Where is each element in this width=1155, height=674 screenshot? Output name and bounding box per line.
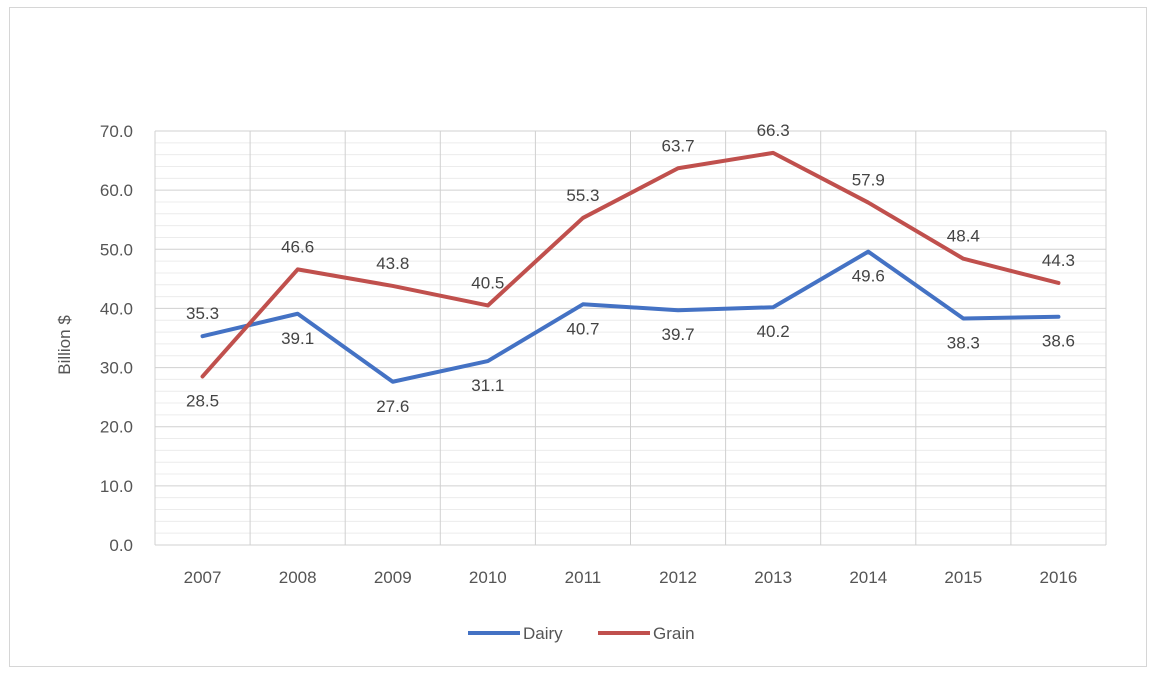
- chart-frame: [9, 7, 1147, 667]
- data-label-dairy: 49.6: [852, 267, 885, 286]
- x-tick-label: 2007: [184, 568, 222, 587]
- y-tick-label: 10.0: [100, 477, 133, 496]
- x-axis-ticks: 2007 2008 2009 2010 2011 2012 2013 2014 2015 2016: [184, 568, 1078, 587]
- data-label-grain: 43.8: [376, 254, 409, 273]
- legend-label-dairy: Dairy: [523, 624, 563, 643]
- data-label-grain: 40.5: [471, 273, 504, 292]
- legend-label-grain: Grain: [653, 624, 695, 643]
- data-label-dairy: 40.7: [566, 319, 599, 338]
- data-label-dairy: 39.1: [281, 329, 314, 348]
- y-axis-title: Billion $: [55, 315, 74, 375]
- x-tick-label: 2012: [659, 568, 697, 587]
- y-tick-label: 30.0: [100, 359, 133, 378]
- y-axis-ticks: 0.0 10.0 20.0 30.0 40.0 50.0 60.0 70.0: [100, 122, 133, 555]
- data-label-grain: 48.4: [947, 227, 980, 246]
- x-tick-label: 2016: [1040, 568, 1078, 587]
- x-tick-label: 2015: [944, 568, 982, 587]
- x-tick-label: 2009: [374, 568, 412, 587]
- x-tick-label: 2010: [469, 568, 507, 587]
- data-label-grain: 57.9: [852, 171, 885, 190]
- series-line-grain: [200, 150, 1061, 379]
- data-label-dairy: 39.7: [662, 325, 695, 344]
- y-tick-label: 60.0: [100, 181, 133, 200]
- data-label-dairy: 27.6: [376, 397, 409, 416]
- x-tick-label: 2014: [849, 568, 887, 587]
- grid-lines: [154, 130, 1107, 546]
- data-label-dairy: 40.2: [757, 322, 790, 341]
- data-label-dairy: 38.3: [947, 333, 980, 352]
- series-line-dairy: [200, 249, 1061, 384]
- data-label-grain: 66.3: [757, 121, 790, 140]
- data-label-grain: 55.3: [566, 186, 599, 205]
- series-lines: [200, 150, 1061, 384]
- x-tick-label: 2013: [754, 568, 792, 587]
- data-label-dairy: 31.1: [471, 376, 504, 395]
- y-tick-label: 50.0: [100, 240, 133, 259]
- data-label-dairy: 35.3: [186, 304, 219, 323]
- data-labels: 35.3 39.1 27.6 31.1 40.7 39.7 40.2 49.6 38.3 38.6…: [186, 121, 1075, 416]
- data-label-grain: 63.7: [662, 136, 695, 155]
- x-tick-label: 2011: [565, 568, 602, 587]
- y-tick-label: 0.0: [109, 536, 133, 555]
- data-label-dairy: 38.6: [1042, 332, 1075, 351]
- legend: Dairy Grain: [468, 624, 695, 643]
- y-tick-label: 70.0: [100, 122, 133, 141]
- y-tick-label: 40.0: [100, 299, 133, 318]
- data-label-grain: 46.6: [281, 237, 314, 256]
- data-label-grain: 44.3: [1042, 251, 1075, 270]
- x-tick-label: 2008: [279, 568, 317, 587]
- y-tick-label: 20.0: [100, 418, 133, 437]
- data-label-grain: 28.5: [186, 391, 219, 410]
